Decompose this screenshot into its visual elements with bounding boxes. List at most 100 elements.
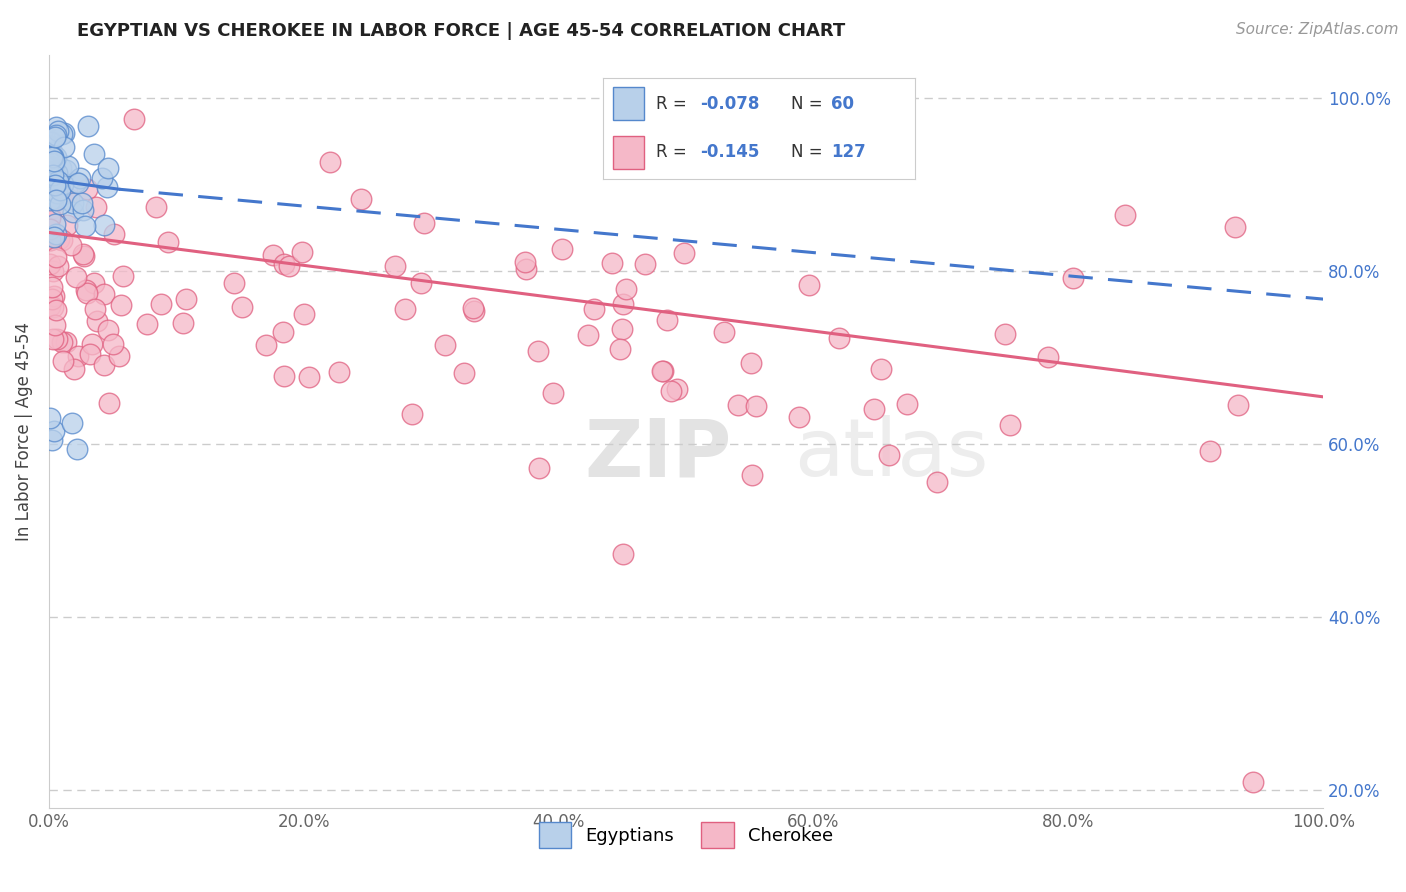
Point — [292, 307, 315, 321]
Point — [39, 183, 62, 197]
Point — [1062, 271, 1084, 285]
Point — [84, 200, 107, 214]
Point — [1198, 444, 1220, 458]
Point — [93, 358, 115, 372]
Point — [39, 178, 62, 192]
Point — [69, 171, 91, 186]
Point — [49, 161, 72, 175]
Point — [576, 327, 599, 342]
Point — [49, 197, 72, 211]
Point — [42, 168, 65, 182]
Point — [65, 269, 87, 284]
Point — [39, 211, 62, 225]
Point — [740, 356, 762, 370]
Point — [67, 176, 90, 190]
Point — [350, 192, 373, 206]
Point — [453, 366, 475, 380]
Point — [541, 386, 564, 401]
Point — [1223, 220, 1246, 235]
Point — [787, 410, 810, 425]
Legend: Egyptians, Cherokee: Egyptians, Cherokee — [531, 815, 841, 855]
Point — [80, 337, 103, 351]
Point — [41, 280, 63, 294]
Point — [67, 350, 90, 364]
Point — [994, 326, 1017, 341]
Point — [713, 325, 735, 339]
Point — [107, 349, 129, 363]
Point — [39, 148, 62, 162]
Point — [63, 361, 86, 376]
Point — [66, 442, 89, 456]
Point — [97, 396, 120, 410]
Point — [44, 318, 66, 332]
Point — [863, 401, 886, 416]
Point — [41, 332, 63, 346]
Point — [83, 147, 105, 161]
Point — [39, 221, 62, 235]
Point — [44, 178, 66, 193]
Text: ZIP: ZIP — [583, 415, 731, 493]
Point — [652, 364, 675, 378]
Point — [271, 326, 294, 340]
Point — [75, 283, 97, 297]
Point — [41, 160, 63, 174]
Point — [59, 238, 82, 252]
Text: EGYPTIAN VS CHEROKEE IN LABOR FORCE | AGE 45-54 CORRELATION CHART: EGYPTIAN VS CHEROKEE IN LABOR FORCE | AG… — [77, 22, 845, 40]
Point — [46, 174, 69, 188]
Point — [394, 302, 416, 317]
Point — [72, 247, 94, 261]
Point — [55, 334, 77, 349]
Point — [44, 177, 66, 191]
Point — [93, 286, 115, 301]
Point — [651, 364, 673, 378]
Point — [76, 285, 98, 300]
Point — [51, 127, 73, 141]
Point — [76, 119, 98, 133]
Point — [73, 249, 96, 263]
Point — [55, 192, 77, 206]
Point — [384, 259, 406, 273]
Point — [39, 193, 62, 207]
Point — [101, 336, 124, 351]
Point — [97, 324, 120, 338]
Point — [550, 243, 572, 257]
Point — [103, 227, 125, 241]
Point — [298, 369, 321, 384]
Point — [41, 192, 63, 206]
Point — [45, 193, 67, 207]
Point — [45, 150, 67, 164]
Point — [515, 254, 537, 268]
Point — [79, 346, 101, 360]
Point — [741, 467, 763, 482]
Point — [609, 343, 631, 357]
Point — [328, 366, 350, 380]
Point — [58, 192, 80, 206]
Point — [634, 257, 657, 271]
Point — [52, 178, 75, 192]
Point — [39, 299, 62, 313]
Point — [614, 282, 637, 296]
Point — [51, 335, 73, 350]
Point — [461, 301, 484, 316]
Point — [45, 250, 67, 264]
Point — [174, 292, 197, 306]
Point — [51, 233, 73, 247]
Point — [145, 200, 167, 214]
Point — [527, 460, 550, 475]
Point — [84, 301, 107, 316]
Point — [42, 201, 65, 215]
Point — [600, 256, 623, 270]
Point — [46, 166, 69, 180]
Point — [62, 205, 84, 219]
Point — [583, 301, 606, 316]
Point — [86, 313, 108, 327]
Point — [254, 338, 277, 352]
Point — [45, 227, 67, 241]
Point — [73, 219, 96, 233]
Point — [39, 233, 62, 247]
Point — [56, 219, 79, 233]
Point — [612, 548, 634, 562]
Point — [52, 354, 75, 368]
Point — [42, 264, 65, 278]
Point — [44, 130, 66, 145]
